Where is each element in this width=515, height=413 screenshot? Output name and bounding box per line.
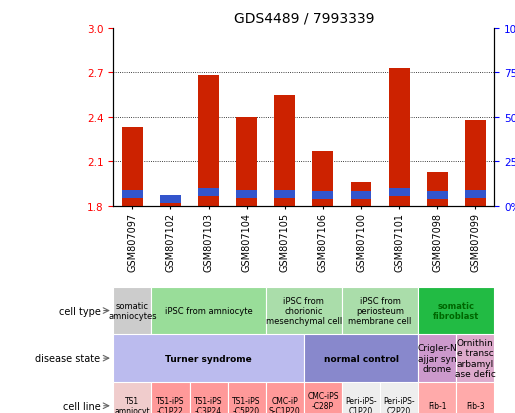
Bar [351, 192, 371, 200]
Bar [236, 118, 257, 206]
Bar [427, 192, 448, 200]
Bar [198, 189, 219, 197]
Bar [313, 192, 333, 200]
Bar [228, 382, 266, 413]
Bar [160, 195, 181, 204]
Bar [418, 382, 456, 413]
Bar [418, 335, 456, 382]
Title: GDS4489 / 7993339: GDS4489 / 7993339 [234, 11, 374, 25]
Text: normal control: normal control [323, 354, 399, 363]
Text: iPSC from
chorionic
mesenchymal cell: iPSC from chorionic mesenchymal cell [266, 296, 342, 325]
Bar [274, 190, 295, 198]
Bar [304, 382, 342, 413]
Bar [151, 287, 266, 335]
Bar [113, 382, 151, 413]
Text: TS1-iPS
-C3P24: TS1-iPS -C3P24 [194, 396, 223, 413]
Bar [427, 173, 448, 206]
Bar [190, 382, 228, 413]
Bar [304, 335, 418, 382]
Text: TS1
amniocyt: TS1 amniocyt [114, 396, 150, 413]
Bar [380, 382, 418, 413]
Bar [456, 335, 494, 382]
Bar [342, 287, 418, 335]
Bar [160, 202, 181, 206]
Text: somatic
amniocytes: somatic amniocytes [108, 301, 157, 320]
Bar [389, 189, 409, 197]
Bar [418, 287, 494, 335]
Text: Turner syndrome: Turner syndrome [165, 354, 252, 363]
Text: CMC-iPS
-C28P
20: CMC-iPS -C28P 20 [307, 391, 339, 413]
Text: TS1-iPS
-C5P20: TS1-iPS -C5P20 [232, 396, 261, 413]
Bar [351, 183, 371, 206]
Bar [113, 335, 304, 382]
Bar [274, 95, 295, 206]
Bar [313, 152, 333, 206]
Bar [122, 128, 143, 206]
Bar [122, 190, 143, 198]
Bar [266, 382, 304, 413]
Text: Peri-iPS-
C2P20: Peri-iPS- C2P20 [383, 396, 415, 413]
Bar [236, 190, 257, 198]
Text: iPSC from
periosteum
membrane cell: iPSC from periosteum membrane cell [348, 296, 412, 325]
Bar [342, 382, 380, 413]
Text: TS1-iPS
-C1P22: TS1-iPS -C1P22 [156, 396, 185, 413]
Text: Ornithin
e transc
arbamyl
ase defic: Ornithin e transc arbamyl ase defic [455, 338, 496, 378]
Text: Crigler-N
ajjar syn
drome: Crigler-N ajjar syn drome [417, 344, 457, 373]
Text: somatic
fibroblast: somatic fibroblast [433, 301, 479, 320]
Text: CMC-iP
S-C1P20: CMC-iP S-C1P20 [269, 396, 301, 413]
Text: iPSC from amniocyte: iPSC from amniocyte [165, 306, 252, 315]
Text: Peri-iPS-
C1P20: Peri-iPS- C1P20 [345, 396, 377, 413]
Bar [389, 69, 409, 206]
Bar [151, 382, 190, 413]
Bar [465, 121, 486, 206]
Text: Fib-1: Fib-1 [428, 401, 447, 410]
Bar [456, 382, 494, 413]
Bar [266, 287, 342, 335]
Text: cell line: cell line [63, 401, 100, 411]
Text: cell type: cell type [59, 306, 100, 316]
Bar [465, 190, 486, 198]
Text: disease state: disease state [36, 353, 100, 363]
Bar [113, 287, 151, 335]
Text: Fib-3: Fib-3 [466, 401, 485, 410]
Bar [198, 76, 219, 206]
